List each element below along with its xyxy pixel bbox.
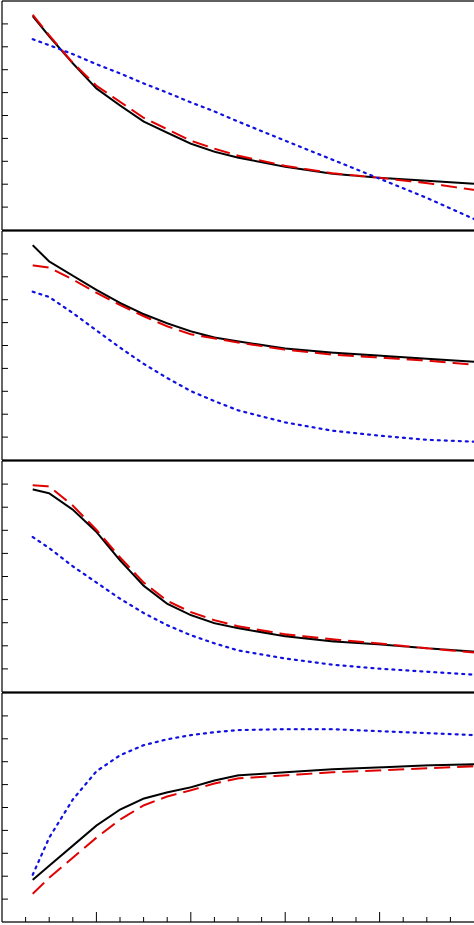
series-line bbox=[32, 484, 474, 654]
series-line bbox=[31, 535, 474, 676]
series-line bbox=[32, 765, 474, 895]
series-line bbox=[32, 264, 474, 366]
series-line bbox=[31, 290, 474, 443]
series-line bbox=[31, 14, 474, 191]
series-line bbox=[31, 728, 474, 876]
series-line bbox=[31, 244, 474, 363]
series-line bbox=[32, 763, 474, 881]
series-line bbox=[31, 38, 474, 221]
series-line bbox=[31, 15, 474, 185]
series-line bbox=[32, 488, 474, 653]
